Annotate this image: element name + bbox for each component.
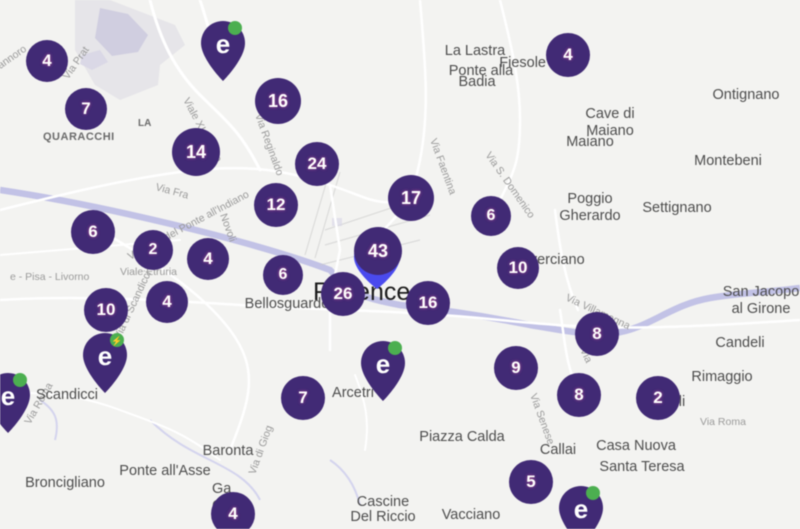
svg-text:Ponte all'Asse: Ponte all'Asse: [119, 463, 210, 479]
svg-text:Piazza Calda: Piazza Calda: [419, 429, 505, 445]
svg-text:QUARACCHI: QUARACCHI: [43, 131, 115, 143]
svg-text:e: e: [216, 29, 230, 59]
svg-text:Fiesole: Fiesole: [499, 55, 546, 71]
svg-text:Del Riccio: Del Riccio: [350, 509, 415, 525]
svg-text:Ontignano: Ontignano: [713, 87, 780, 103]
svg-text:e: e: [1, 381, 15, 411]
svg-text:e: e: [98, 341, 112, 371]
svg-text:e: e: [376, 349, 390, 379]
svg-text:Cave di: Cave di: [585, 106, 634, 122]
svg-text:Via Roma: Via Roma: [700, 416, 746, 428]
svg-text:Maiano: Maiano: [566, 134, 614, 150]
svg-text:LA: LA: [138, 118, 151, 129]
svg-text:Callai: Callai: [540, 442, 576, 458]
svg-text:e - Pisa - Livorno: e - Pisa - Livorno: [10, 271, 90, 283]
svg-text:⚡: ⚡: [111, 335, 122, 347]
svg-text:al Girone: al Girone: [732, 301, 791, 317]
svg-text:Badia: Badia: [458, 74, 496, 90]
svg-text:Cascine: Cascine: [357, 494, 409, 510]
svg-text:La Lastra: La Lastra: [445, 43, 506, 59]
svg-text:Candeli: Candeli: [715, 335, 764, 351]
svg-text:Vacciano: Vacciano: [442, 507, 501, 523]
svg-text:Poggio: Poggio: [567, 191, 612, 207]
svg-text:San Jacopo: San Jacopo: [723, 284, 800, 300]
svg-text:Broncigliano: Broncigliano: [25, 475, 105, 491]
svg-text:e: e: [574, 494, 588, 524]
svg-text:Gherardo: Gherardo: [559, 208, 620, 224]
svg-text:Santa Teresa: Santa Teresa: [599, 459, 685, 475]
svg-text:Casa Nuova: Casa Nuova: [596, 438, 677, 454]
svg-text:Montebeni: Montebeni: [694, 153, 762, 169]
svg-text:Rimaggio: Rimaggio: [691, 369, 752, 385]
svg-text:Baronta: Baronta: [203, 443, 255, 459]
svg-text:Settignano: Settignano: [642, 200, 711, 216]
